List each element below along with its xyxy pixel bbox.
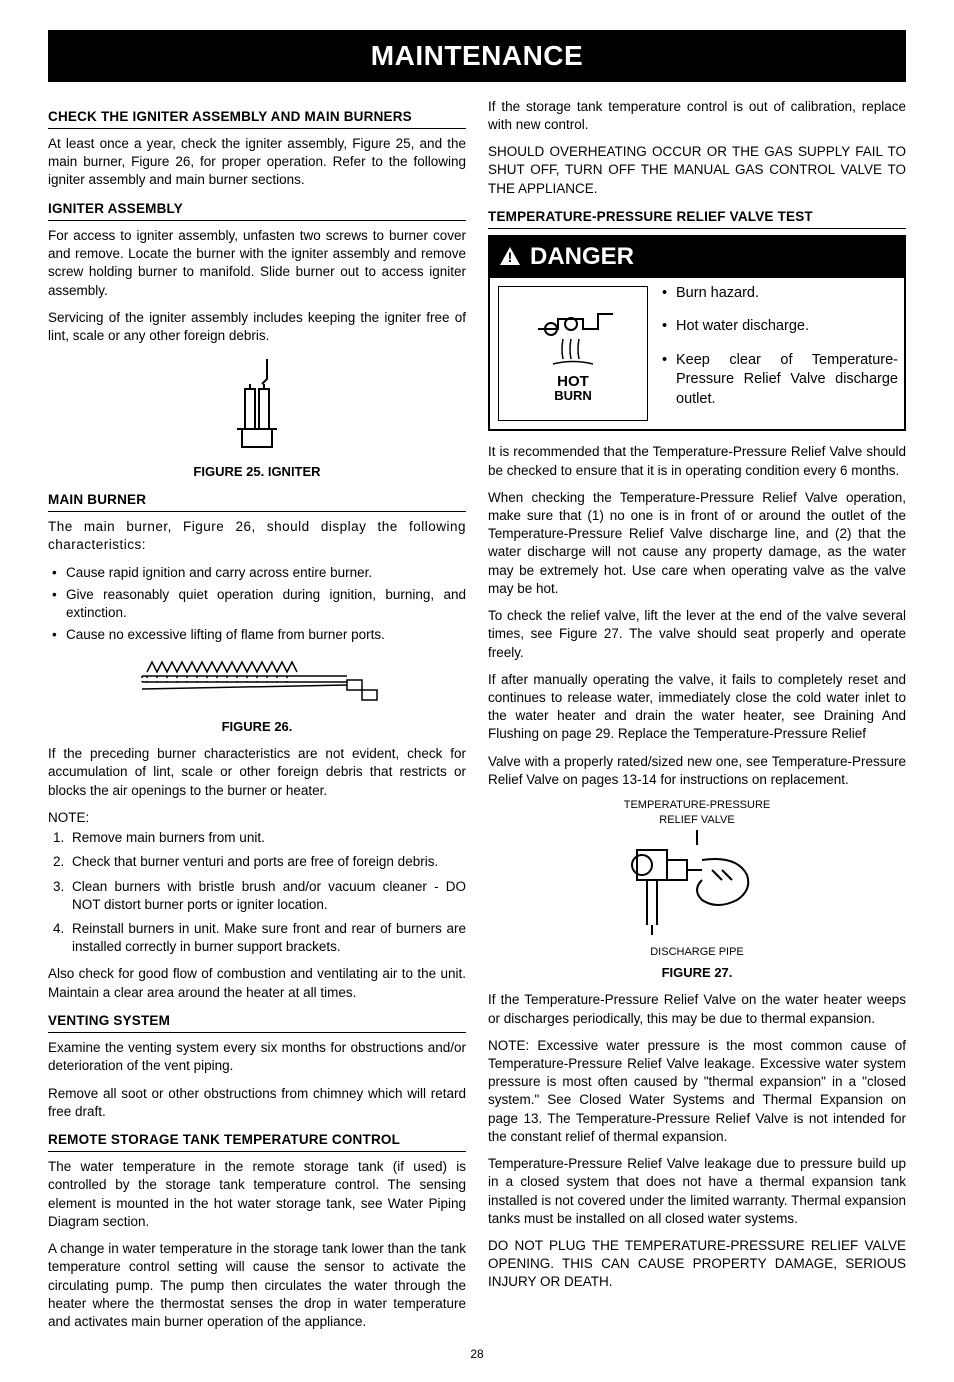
page-number: 28 xyxy=(48,1346,906,1362)
left-column: CHECK THE IGNITER ASSEMBLY AND MAIN BURN… xyxy=(48,98,466,1340)
svg-text:!: ! xyxy=(508,249,513,265)
para: If the preceding burner characteristics … xyxy=(48,745,466,800)
figure-26-caption: FIGURE 26. xyxy=(48,718,466,736)
warning-triangle-icon: ! xyxy=(498,245,522,269)
para: The water temperature in the remote stor… xyxy=(48,1158,466,1231)
list-item: Cause no excessive lifting of flame from… xyxy=(48,626,466,644)
figure-25: FIGURE 25. IGNITER xyxy=(48,354,466,481)
list-item: Burn hazard. xyxy=(658,284,898,304)
relief-valve-illustration xyxy=(607,830,787,940)
para: To check the relief valve, lift the leve… xyxy=(488,607,906,662)
burner-illustration xyxy=(127,654,387,709)
heading-check-igniter: CHECK THE IGNITER ASSEMBLY AND MAIN BURN… xyxy=(48,108,466,129)
list-item: Hot water discharge. xyxy=(658,317,898,337)
fig27-label-top2: RELIEF VALVE xyxy=(488,813,906,828)
hot-label: HOT xyxy=(557,374,589,389)
danger-header: ! DANGER xyxy=(490,237,904,277)
hot-water-icon xyxy=(523,304,623,374)
heading-main-burner: MAIN BURNER xyxy=(48,491,466,512)
danger-panel: ! DANGER HOT BURN xyxy=(488,235,906,431)
danger-bullets: Burn hazard. Hot water discharge. Keep c… xyxy=(658,284,898,424)
para: If after manually operating the valve, i… xyxy=(488,671,906,744)
danger-pictogram: HOT BURN xyxy=(498,286,648,422)
fig27-label-top: TEMPERATURE-PRESSURE xyxy=(488,798,906,813)
heading-igniter-assembly: IGNITER ASSEMBLY xyxy=(48,200,466,221)
para: A change in water temperature in the sto… xyxy=(48,1240,466,1331)
para: Valve with a properly rated/sized new on… xyxy=(488,753,906,789)
note-label: NOTE: xyxy=(48,809,466,827)
para: Examine the venting system every six mon… xyxy=(48,1039,466,1075)
para: The main burner, Figure 26, should displ… xyxy=(48,518,466,554)
para: If the storage tank temperature control … xyxy=(488,98,906,134)
burner-characteristics-list: Cause rapid ignition and carry across en… xyxy=(48,564,466,645)
list-item: Keep clear of Temperature-Pressure Relie… xyxy=(658,351,898,410)
para: SHOULD OVERHEATING OCCUR OR THE GAS SUPP… xyxy=(488,143,906,198)
para: It is recommended that the Temperature-P… xyxy=(488,443,906,479)
heading-tprv-test: TEMPERATURE-PRESSURE RELIEF VALVE TEST xyxy=(488,208,906,229)
figure-27: TEMPERATURE-PRESSURE RELIEF VALVE D xyxy=(488,798,906,981)
para: If the Temperature-Pressure Relief Valve… xyxy=(488,991,906,1027)
list-item: Reinstall burners in unit. Make sure fro… xyxy=(68,920,466,956)
heading-remote-storage: REMOTE STORAGE TANK TEMPERATURE CONTROL xyxy=(48,1131,466,1152)
page-banner: MAINTENANCE xyxy=(48,30,906,82)
figure-25-caption: FIGURE 25. IGNITER xyxy=(48,463,466,481)
figure-26: FIGURE 26. xyxy=(48,654,466,736)
para: Servicing of the igniter assembly includ… xyxy=(48,309,466,345)
para: At least once a year, check the igniter … xyxy=(48,135,466,190)
para: NOTE: Excessive water pressure is the mo… xyxy=(488,1037,906,1146)
list-item: Clean burners with bristle brush and/or … xyxy=(68,878,466,914)
para: When checking the Temperature-Pressure R… xyxy=(488,489,906,598)
danger-title: DANGER xyxy=(530,241,634,273)
para: Temperature-Pressure Relief Valve leakag… xyxy=(488,1155,906,1228)
list-item: Remove main burners from unit. xyxy=(68,829,466,847)
list-item: Check that burner venturi and ports are … xyxy=(68,853,466,871)
para: Also check for good flow of combustion a… xyxy=(48,965,466,1001)
burn-label: BURN xyxy=(554,389,592,402)
igniter-illustration xyxy=(217,354,297,454)
burner-steps-list: Remove main burners from unit. Check tha… xyxy=(68,829,466,956)
para: For access to igniter assembly, unfasten… xyxy=(48,227,466,300)
heading-venting-system: VENTING SYSTEM xyxy=(48,1012,466,1033)
fig27-label-bottom: DISCHARGE PIPE xyxy=(488,945,906,960)
para: DO NOT PLUG THE TEMPERATURE-PRESSURE REL… xyxy=(488,1237,906,1292)
two-column-layout: CHECK THE IGNITER ASSEMBLY AND MAIN BURN… xyxy=(48,98,906,1340)
para: Remove all soot or other obstructions fr… xyxy=(48,1085,466,1121)
figure-27-caption: FIGURE 27. xyxy=(488,964,906,982)
list-item: Cause rapid ignition and carry across en… xyxy=(48,564,466,582)
right-column: If the storage tank temperature control … xyxy=(488,98,906,1340)
list-item: Give reasonably quiet operation during i… xyxy=(48,586,466,622)
